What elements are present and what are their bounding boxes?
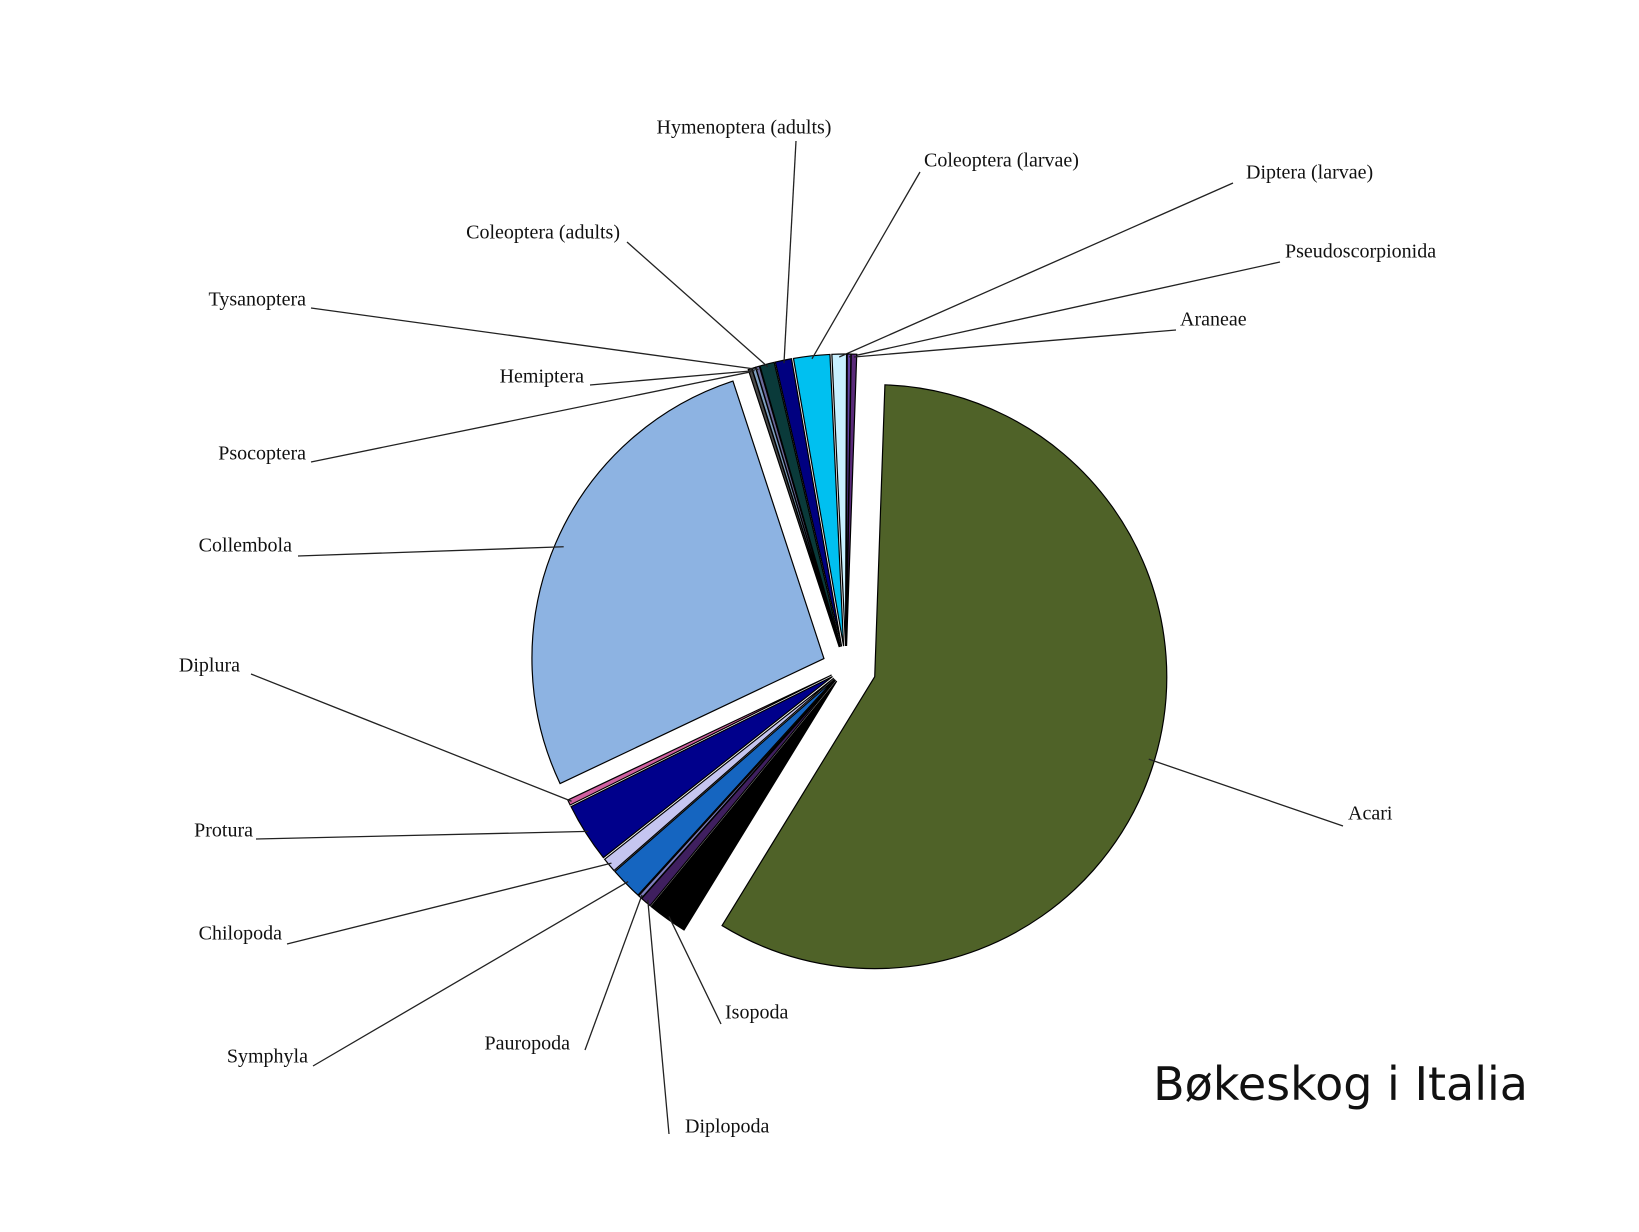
slice-label: Pseudoscorpionida <box>1285 241 1436 263</box>
slice-label: Hemiptera <box>500 366 585 388</box>
chart-title: Bøkeskog i Italia <box>1153 1057 1528 1111</box>
leader-line <box>311 308 758 370</box>
slice-label: Collembola <box>199 535 292 557</box>
slice-label: Acari <box>1348 803 1393 825</box>
slice-label: Tysanoptera <box>209 289 307 311</box>
slice-label: Diplopoda <box>685 1116 770 1138</box>
slice-label: Protura <box>194 820 253 842</box>
leader-line <box>313 882 628 1066</box>
leader-line <box>251 674 572 801</box>
slice-label: Pauropoda <box>484 1033 570 1055</box>
page: {"chart_data": { "type": "pie", "title":… <box>0 0 1639 1232</box>
leader-line <box>812 172 920 359</box>
slice-label: Hymenoptera (adults) <box>657 117 832 139</box>
slice-label: Coleoptera (larvae) <box>924 150 1079 172</box>
slice-label: Diptera (larvae) <box>1246 162 1373 184</box>
slice-label: Coleoptera (adults) <box>466 222 620 244</box>
slice-label: Psocoptera <box>218 443 306 465</box>
leader-line <box>627 242 768 367</box>
slice-label: Araneae <box>1180 309 1247 331</box>
leader-line <box>669 916 721 1024</box>
leader-line <box>784 141 796 363</box>
leader-line <box>287 863 611 944</box>
slice-label: Chilopoda <box>199 923 282 945</box>
leader-line <box>585 895 642 1050</box>
leader-line <box>648 900 669 1134</box>
leader-line <box>1149 759 1343 826</box>
slice-label: Diplura <box>179 655 240 677</box>
chart: Bøkeskog i Italia Acari Isopoda Diplopoda P… <box>0 0 1639 1232</box>
slice-label: Isopoda <box>725 1002 788 1024</box>
leader-line <box>298 547 564 556</box>
slice-label: Symphyla <box>227 1046 308 1068</box>
leader-line <box>256 831 588 839</box>
leader-line <box>854 330 1176 357</box>
